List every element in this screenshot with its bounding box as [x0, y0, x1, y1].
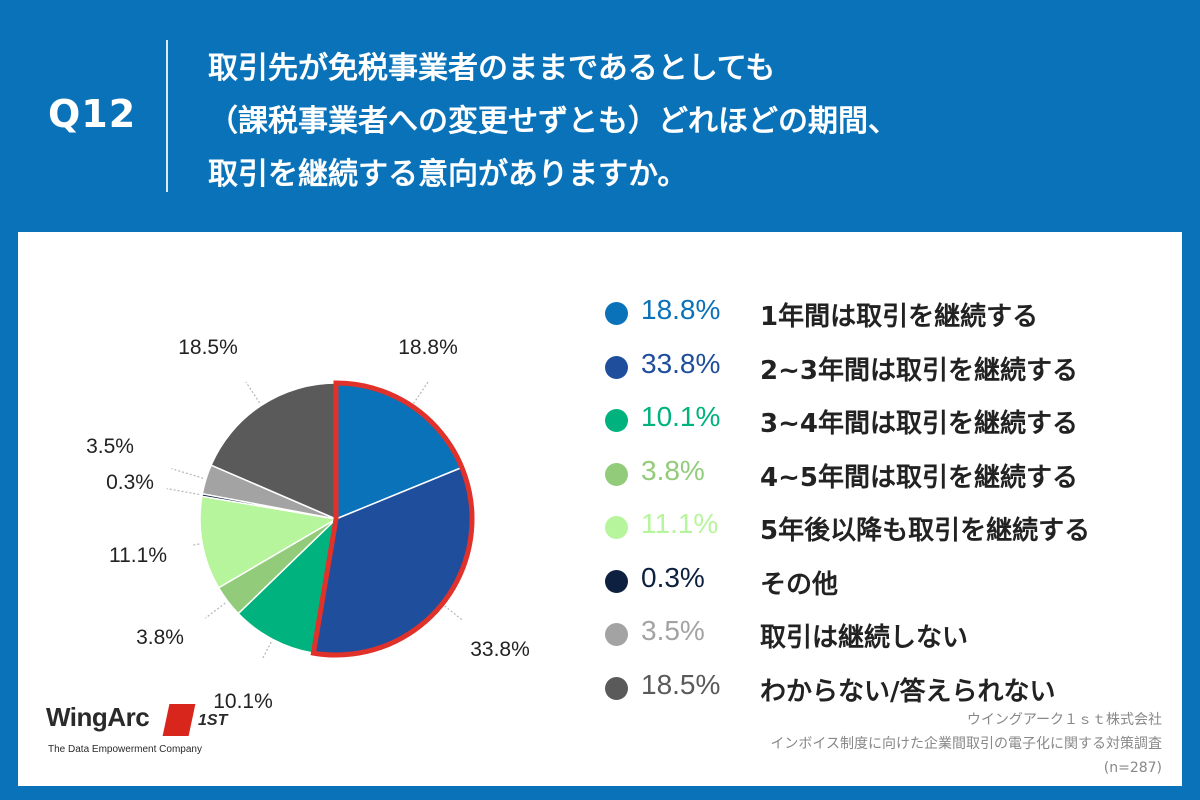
legend-swatch-icon: [605, 302, 628, 325]
legend-value: 3.8%: [641, 454, 705, 486]
source-sample-size: (n=287): [1103, 760, 1162, 776]
legend-label: わからない/答えられない: [760, 676, 1056, 707]
slice-value-label: 10.1%: [213, 690, 273, 713]
question-line: （課税事業者への変更せずとも）どれほどの期間、: [208, 104, 898, 139]
legend-label: その他: [760, 569, 839, 600]
legend-label: 取引は継続しない: [760, 623, 969, 653]
legend-swatch-icon: [605, 516, 628, 539]
legend-label: 1年間は取引を継続する: [760, 302, 1039, 332]
chart-panel: 18.8% 33.8% 10.1% 3.8% 11.1% 0.3% 3.5% 18.5% 18…: [18, 232, 1182, 786]
legend-label: 3~4年間は取引を継続する: [760, 409, 1078, 439]
legend-label: 4~5年間は取引を継続する: [760, 462, 1078, 493]
highlight-outline: [310, 380, 475, 658]
legend-value: 3.5%: [641, 615, 705, 646]
header-divider: [166, 40, 168, 192]
leader-line: [444, 605, 463, 621]
slice-value-label: 18.5%: [178, 336, 238, 359]
legend-value: 18.8%: [641, 294, 721, 325]
leader-line: [192, 543, 200, 546]
legend-label: 2~3年間は取引を継続する: [760, 355, 1078, 386]
slice-value-label: 3.5%: [86, 435, 134, 458]
source-note: ウイングアーク１ｓｔ株式会社 インボイス制度に向けた企業間取引の電子化に関する対…: [770, 708, 1162, 780]
legend-item: 10.1% 3~4年間は取引を継続する: [603, 397, 1173, 451]
leader-line: [261, 641, 272, 660]
leader-line: [166, 488, 200, 496]
legend-value: 33.8%: [641, 347, 721, 379]
pie-slice: [210, 382, 337, 521]
legend-value: 18.5%: [641, 668, 721, 700]
legend-item: 3.8% 4~5年間は取引を継続する: [603, 451, 1173, 505]
legend-value: 0.3%: [641, 561, 705, 593]
question-number: Q12: [48, 92, 137, 136]
question-line: 取引を継続する意向がありますか。: [208, 157, 688, 192]
logo-wordmark: WingArc: [46, 702, 150, 732]
legend-item: 18.8% 1年間は取引を継続する: [603, 290, 1173, 344]
legend-item: 3.5% 取引は継続しない: [603, 611, 1173, 665]
pie-slice: [199, 495, 339, 589]
logo-mark-icon: [162, 704, 196, 736]
leader-line: [171, 468, 204, 479]
legend-item: 0.3% その他: [603, 558, 1173, 612]
legend-item: 18.5% わからない/答えられない: [603, 665, 1173, 719]
company-logo: WingArc 1ST The Data Empowerment Company: [46, 702, 246, 762]
legend-swatch-icon: [605, 623, 628, 646]
question-text: 取引先が免税事業者のままであるとしても （課税事業者への変更せずとも）どれほどの…: [208, 42, 1168, 201]
source-company: ウイングアーク１ｓｔ株式会社: [966, 712, 1162, 728]
legend-swatch-icon: [605, 409, 628, 432]
question-line: 取引先が免税事業者のままであるとしても: [208, 51, 776, 86]
legend-value: 11.1%: [641, 508, 719, 539]
chart-legend: 18.8% 1年間は取引を継続する 33.8% 2~3年間は取引を継続する 10.1% 3…: [603, 290, 1173, 718]
leader-line: [205, 602, 226, 619]
leader-line: [245, 381, 261, 404]
question-header: Q12 取引先が免税事業者のままであるとしても （課税事業者への変更せずとも）ど…: [0, 0, 1200, 232]
legend-swatch-icon: [605, 462, 628, 486]
legend-label: 5年後以降も取引を継続する: [760, 516, 1091, 546]
pie-chart: 18.8% 33.8% 10.1% 3.8% 11.1% 0.3% 3.5% 18.5%: [86, 336, 530, 713]
legend-item: 11.1% 5年後以降も取引を継続する: [603, 504, 1173, 558]
legend-swatch-icon: [605, 569, 628, 593]
legend-item: 33.8% 2~3年間は取引を継続する: [603, 344, 1173, 398]
logo-mark-text: 1ST: [198, 712, 228, 729]
source-survey: インボイス制度に向けた企業間取引の電子化に関する対策調査: [770, 736, 1162, 752]
logo-tagline: The Data Empowerment Company: [48, 744, 202, 755]
legend-value: 10.1%: [641, 401, 721, 432]
slice-value-label: 33.8%: [470, 638, 530, 661]
slice-value-label: 18.8%: [398, 336, 458, 359]
slice-value-label: 11.1%: [109, 544, 167, 567]
legend-swatch-icon: [605, 355, 628, 379]
legend-swatch-icon: [605, 676, 628, 700]
leader-line: [412, 380, 430, 404]
slice-value-label: 3.8%: [136, 626, 184, 649]
slice-value-label: 0.3%: [106, 471, 154, 494]
